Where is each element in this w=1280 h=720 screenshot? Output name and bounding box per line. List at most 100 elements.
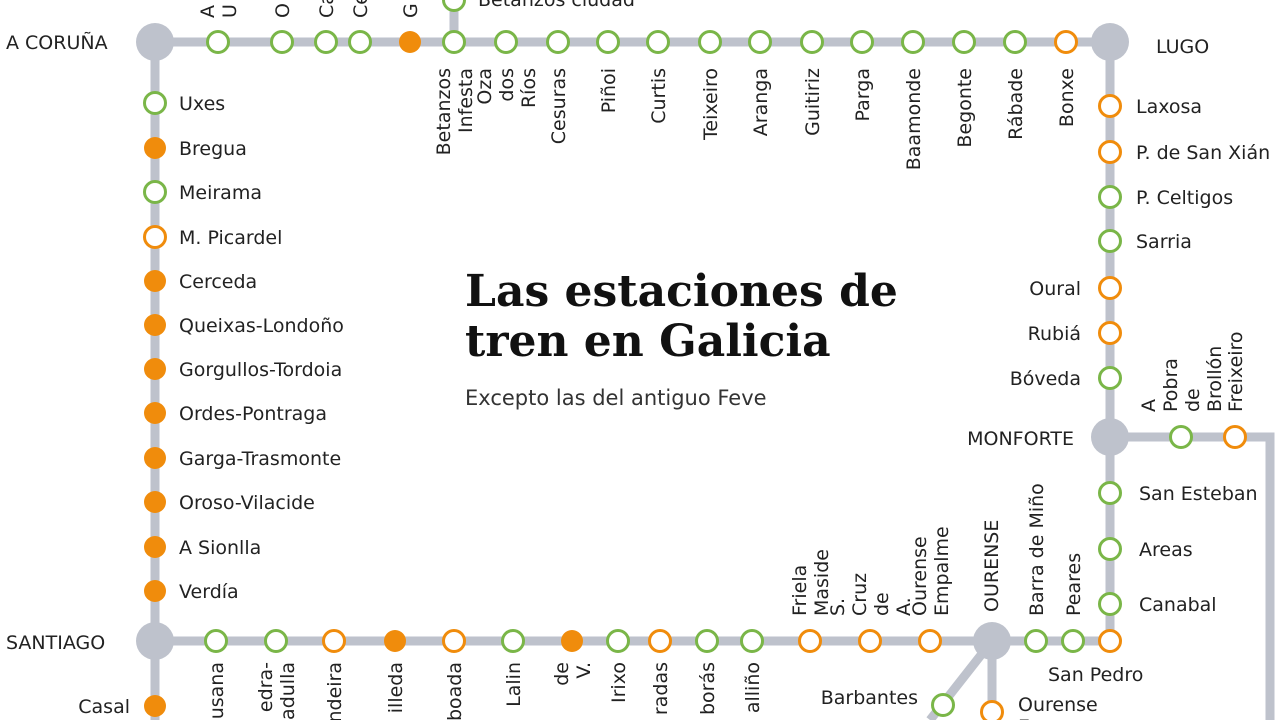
station-label: Aranga [750, 68, 772, 136]
station-label: Teixeiro [700, 68, 722, 141]
station-label: Bregua [179, 138, 247, 160]
station-label: deV. [551, 662, 595, 686]
station-labels: A CORUÑA LUGO SANTIAGO MONFORTE OURENSE AU O Ca… [6, 0, 1270, 720]
station-label: Betanzos ciudad [478, 0, 635, 11]
station-label: Guitiriz [802, 68, 824, 136]
station-label: Ordes-Pontraga [179, 403, 327, 425]
station-marker [800, 30, 824, 54]
station-marker [1223, 425, 1247, 449]
station-label: Begonte [954, 68, 976, 148]
station-label: Laxosa [1136, 96, 1202, 118]
station-marker [1061, 629, 1085, 653]
station-label: ndeira [324, 662, 346, 720]
station-marker [918, 629, 942, 653]
station-label: Areas [1139, 539, 1193, 561]
station-label: Oural [1029, 278, 1081, 300]
station-label: Sarria [1136, 231, 1192, 253]
station-marker [501, 629, 525, 653]
station-label: Barra de Miño [1026, 483, 1048, 616]
station-label: Rubiá [1028, 323, 1081, 345]
station-label: usana [206, 662, 228, 719]
station-label: A CORUÑA [6, 31, 108, 54]
station-marker [596, 30, 620, 54]
station-label: Queixas-Londoño [179, 315, 344, 337]
station-label: Garga-Trasmonte [179, 448, 341, 470]
station-marker [1098, 481, 1122, 505]
station-marker [144, 447, 166, 469]
station-marker [1054, 30, 1078, 54]
station-label: Gorgullos-Tordoia [179, 359, 342, 381]
station-marker [1003, 30, 1027, 54]
station-label: Canabal [1139, 594, 1217, 616]
station-label: A Sionlla [179, 537, 261, 559]
station-marker [546, 30, 570, 54]
station-label: S.CruzdeA. [827, 573, 915, 616]
station-marker [270, 30, 294, 54]
station-label: O [272, 3, 294, 18]
station-marker [748, 30, 772, 54]
station-marker [144, 137, 166, 159]
station-label: OURENSE [981, 520, 1003, 612]
stations [136, 0, 1247, 720]
station-label: Irixo [608, 662, 630, 703]
station-label: Freixeiro [1225, 331, 1247, 412]
station-marker [850, 30, 874, 54]
station-marker [143, 225, 167, 249]
station-label: San Pedro [1048, 664, 1143, 686]
station-label: P. de San Xián [1136, 142, 1270, 164]
station-marker [442, 30, 466, 54]
station-label: Bonxe [1056, 68, 1078, 127]
station-marker [1098, 629, 1122, 653]
station-label: Piñoi [598, 68, 620, 113]
station-marker [264, 629, 288, 653]
station-label: Meirama [179, 182, 262, 204]
station-label: FrielaMaside [789, 549, 833, 616]
station-marker [1098, 185, 1122, 209]
station-label: Curtis [648, 68, 670, 124]
hub-station-marker [1091, 418, 1129, 456]
station-marker [1098, 592, 1122, 616]
hub-station-marker [1091, 23, 1129, 61]
station-marker [1098, 94, 1122, 118]
station-label: Oroso-Vilacide [179, 492, 315, 514]
station-marker [1098, 537, 1122, 561]
station-label: APobradeBrollón [1138, 346, 1226, 412]
station-label: Rábade [1005, 68, 1027, 140]
station-label: Barbantes [821, 687, 918, 709]
station-label: SANTIAGO [6, 632, 105, 654]
station-marker [1169, 425, 1193, 449]
station-marker [952, 30, 976, 54]
station-marker [442, 0, 466, 12]
station-marker [698, 30, 722, 54]
station-marker [1098, 140, 1122, 164]
station-label: Verdía [179, 581, 239, 603]
station-label: Peares [1063, 553, 1085, 616]
rail-line [1110, 432, 1275, 720]
station-marker [646, 30, 670, 54]
station-marker [144, 491, 166, 513]
station-marker [399, 31, 421, 53]
station-marker [648, 629, 672, 653]
hub-station-marker [973, 622, 1011, 660]
station-marker [322, 629, 346, 653]
station-marker [143, 180, 167, 204]
station-label: Ce [350, 0, 372, 18]
station-marker [144, 695, 166, 717]
station-label: M. Picardel [179, 227, 282, 249]
station-label: edra-adulla [255, 662, 299, 720]
station-label: Baamonde [903, 68, 925, 170]
station-marker [144, 270, 166, 292]
station-label: alliño [742, 662, 764, 713]
station-marker [144, 536, 166, 558]
station-label: Ca [316, 0, 338, 18]
station-marker [931, 693, 955, 717]
station-marker [144, 314, 166, 336]
station-label: Parga [852, 68, 874, 121]
station-label: Bóveda [1010, 368, 1081, 390]
station-label: OzadosRíos [474, 68, 540, 108]
station-marker [143, 91, 167, 115]
station-label: LUGO [1156, 36, 1209, 58]
station-marker [695, 629, 719, 653]
station-marker [1098, 321, 1122, 345]
